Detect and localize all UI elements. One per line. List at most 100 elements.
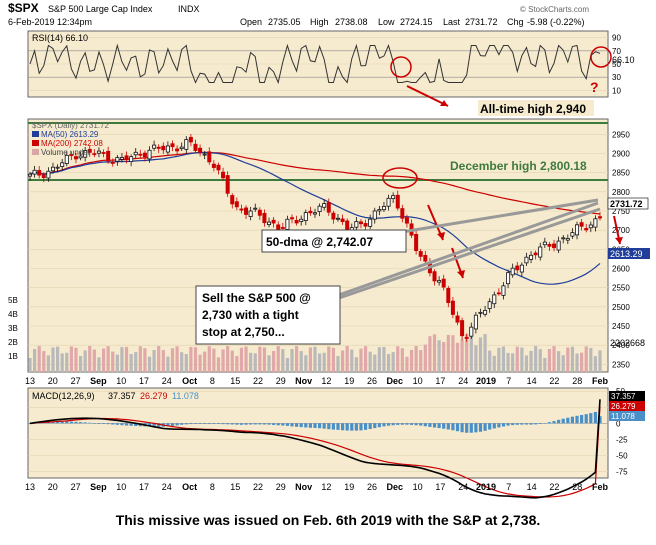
candle-body — [483, 310, 488, 315]
low-label: Low — [378, 17, 395, 27]
x-tick-label: 24 — [458, 482, 468, 492]
candle-body — [138, 153, 143, 156]
watermark: © StockCharts.com — [520, 5, 589, 14]
macd-tick-label: -50 — [616, 452, 628, 461]
x-tick-label: 17 — [139, 482, 149, 492]
candle-body — [575, 224, 580, 236]
price-tick-label: 2600 — [612, 265, 630, 274]
macd-hist-bar — [520, 423, 524, 425]
volume-bar — [42, 351, 46, 372]
volume-bar — [405, 356, 409, 372]
candle-body — [556, 240, 561, 251]
candle-body — [308, 210, 313, 214]
volume-bar — [589, 347, 593, 372]
volume-bar — [598, 350, 602, 372]
macd-hist-bar — [359, 423, 363, 431]
volume-bar — [414, 346, 418, 372]
volume-bar — [304, 355, 308, 372]
volume-bar — [340, 350, 345, 372]
volume-bar — [460, 339, 464, 372]
macd-hist-bar — [497, 423, 501, 428]
x-tick-label: 28 — [572, 376, 582, 386]
macd-hist-bar — [506, 423, 510, 426]
macd-hist-bar — [221, 423, 225, 425]
price-tick-label: 2400 — [612, 341, 630, 350]
change-value: -5.98 (-0.22%) — [527, 17, 585, 27]
macd-hist-bar — [524, 423, 529, 425]
macd-hist-bar — [276, 423, 280, 426]
volume-bar — [129, 354, 133, 372]
macd-hist-bar — [147, 423, 152, 427]
macd-hist-bar — [317, 423, 322, 429]
candle-body — [570, 232, 575, 237]
chart-date: 6-Feb-2019 12:34pm — [8, 17, 92, 27]
x-tick-label: Nov — [295, 376, 312, 386]
macd-hist-bar — [184, 423, 188, 425]
volume-bar — [51, 347, 55, 372]
candle-body — [584, 228, 589, 231]
ma50-tag: 2613.29 — [610, 249, 643, 259]
macd-hist-bar — [391, 423, 395, 426]
volume-bar — [391, 352, 395, 372]
candle-body — [262, 212, 267, 224]
x-tick-label: 24 — [458, 376, 468, 386]
volume-bar — [239, 347, 244, 372]
rsi-tick-label: 50 — [612, 60, 621, 69]
volume-bar — [557, 351, 561, 372]
caption: This missive was issued on Feb. 6th 2019… — [115, 512, 541, 528]
volume-bar — [534, 346, 538, 372]
x-tick-label: 17 — [139, 376, 149, 386]
candle-body — [386, 197, 391, 207]
macd-hist-bar — [455, 423, 460, 432]
candle-body — [46, 170, 51, 179]
high-label: High — [310, 17, 329, 27]
macd-hist-bar — [101, 423, 106, 424]
rsi-tick-label: 70 — [612, 47, 621, 56]
volume-bar — [258, 346, 262, 372]
ath-label-bg — [478, 100, 594, 116]
candle-body — [142, 152, 147, 158]
volume-bar — [124, 346, 129, 372]
volume-bar — [46, 355, 50, 372]
macd-hist-bar — [198, 423, 202, 424]
index-name: S&P 500 Large Cap Index — [48, 4, 153, 14]
volume-bar — [83, 350, 87, 372]
volume-bar — [552, 346, 556, 372]
macd-hist-bar — [115, 423, 119, 425]
volume-bar — [198, 354, 202, 372]
macd-hist-bar — [203, 423, 207, 424]
last-price-tag-bg — [607, 197, 649, 210]
volume-bar — [478, 337, 483, 372]
macd-hist-bar — [589, 413, 593, 424]
x-axis-macd: 13 20 27 Sep 10 17 24 Oct 8 15 22 29 Nov 12 19 26 Dec 10 1… — [25, 482, 609, 492]
volume-bar — [359, 348, 363, 372]
low-value: 2724.15 — [400, 17, 433, 27]
macd-hist-bar — [474, 423, 478, 433]
macd-hist-bar — [106, 423, 110, 425]
candle-body — [50, 166, 55, 172]
x-tick-label: Sep — [90, 376, 107, 386]
rsi-circle-right — [590, 46, 612, 68]
candle-body — [450, 300, 455, 315]
macd-hist-bar — [313, 423, 317, 428]
candle-body — [579, 222, 584, 227]
macd-hist-bar — [377, 423, 381, 428]
candle-body — [414, 233, 419, 252]
volume-bar — [561, 355, 565, 372]
macd-hist-bar — [180, 423, 184, 425]
volume-bar — [37, 346, 41, 372]
candle-body — [598, 216, 603, 219]
price-tick-label: 2900 — [612, 150, 630, 159]
volume-bar — [184, 354, 188, 372]
x-tick-label: 7 — [506, 376, 511, 386]
volume-bar — [276, 346, 280, 372]
volume-bar — [442, 341, 446, 372]
legend-ma200-swatch — [32, 140, 39, 146]
candle-body — [83, 150, 88, 158]
volume-bar — [60, 353, 64, 372]
candle-body — [533, 252, 538, 256]
volume-bar — [455, 342, 460, 372]
volume-bar — [409, 349, 414, 372]
candle-body — [496, 292, 501, 295]
candle-body — [165, 145, 170, 153]
